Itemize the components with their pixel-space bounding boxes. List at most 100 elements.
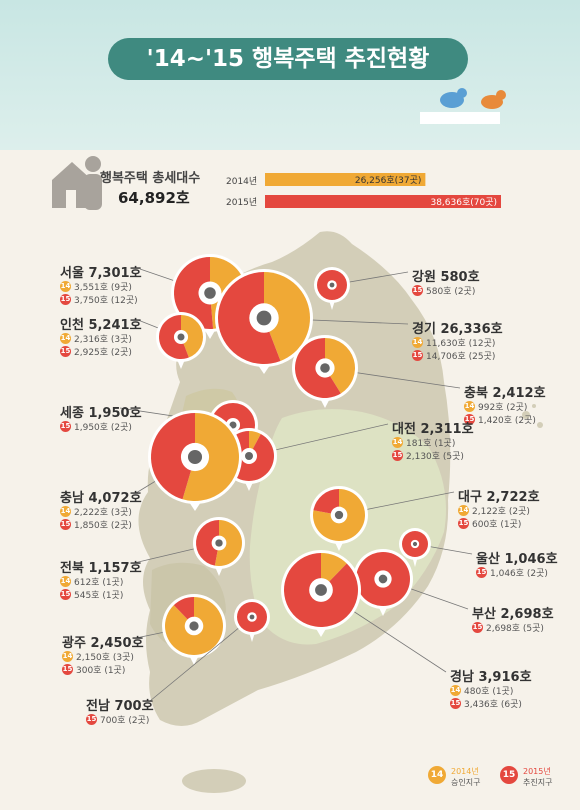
region-2014-value: 14 992호 (2곳)	[464, 400, 527, 413]
year-badge: 14	[412, 337, 423, 348]
pie-center-dot	[412, 541, 418, 547]
year-badge: 15	[60, 346, 71, 357]
region-2014-value: 14 181호 (1곳)	[392, 436, 455, 449]
year-badge: 15	[86, 714, 97, 725]
value-text: 1,046호 (2곳)	[490, 569, 548, 579]
pie-center-dot	[177, 333, 185, 341]
region-name: 울산 1,046호	[476, 552, 558, 567]
region-pie	[292, 335, 461, 408]
value-text: 181호 (1곳)	[406, 439, 456, 449]
year-badge: 15	[392, 450, 403, 461]
value-text: 3,436호 (6곳)	[464, 700, 522, 710]
value-text: 545호 (1곳)	[74, 591, 124, 601]
pie-slice-2015	[195, 520, 219, 566]
page-title: '14~'15 행복주택 추진현황	[108, 38, 468, 80]
value-text: 2,698호 (5곳)	[486, 624, 544, 634]
value-text: 2,130호 (5곳)	[406, 452, 464, 462]
year-badge: 15	[450, 698, 461, 709]
legend-2014-line1: 2014년	[451, 767, 479, 776]
pie-center-dot	[229, 421, 237, 429]
pie-center-dot	[378, 574, 388, 584]
pie-center-dot	[245, 452, 253, 460]
pie-slice-2014	[214, 520, 242, 566]
region-2015-value: 15 14,706호 (25곳)	[412, 349, 495, 362]
year-badge: 14	[60, 576, 71, 587]
value-text: 11,630호 (12곳)	[426, 339, 496, 349]
region-name: 서울 7,301호	[60, 266, 142, 281]
region-2014-value: 14 480호 (1곳)	[450, 684, 513, 697]
year-badge: 15	[472, 622, 483, 633]
pie-center-dot	[329, 282, 335, 288]
value-text: 600호 (1곳)	[472, 520, 522, 530]
value-text: 612호 (1곳)	[74, 578, 124, 588]
region-pie	[149, 599, 270, 702]
region-pie	[133, 517, 245, 576]
region-name: 전남 700호	[86, 699, 154, 714]
pie-center-dot	[315, 584, 327, 596]
legend-badge-2015: 15	[500, 766, 518, 784]
year-badge: 14	[464, 401, 475, 412]
pie-center-dot	[204, 287, 216, 299]
birds-icon	[440, 88, 506, 109]
region-2015-value: 15 1,046호 (2곳)	[476, 566, 548, 579]
year-badge: 14	[60, 281, 71, 292]
region-2015-value: 15 545호 (1곳)	[60, 588, 123, 601]
region-2015-value: 15 300호 (1곳)	[62, 663, 125, 676]
house-person-icon	[52, 156, 102, 210]
value-text: 1,420호 (2곳)	[478, 416, 536, 426]
region-2014-value: 14 2,150호 (3곳)	[62, 650, 134, 663]
region-name: 경기 26,336호	[412, 322, 503, 337]
year-badge: 14	[458, 505, 469, 516]
region-name: 충남 4,072호	[60, 491, 142, 506]
year-badge: 15	[476, 567, 487, 578]
pie-center-dot	[320, 363, 330, 373]
region-2014-value: 14 2,222호 (3곳)	[60, 505, 132, 518]
value-text: 300호 (1곳)	[76, 666, 126, 676]
year-bar-2014	[265, 173, 426, 186]
legend-2015-line2: 추진지구	[523, 778, 553, 787]
pie-center-dot	[256, 310, 272, 326]
year-badge: 14	[60, 333, 71, 344]
total-label: 행복주택 총세대수	[100, 171, 201, 186]
region-2014-value: 14 612호 (1곳)	[60, 575, 123, 588]
year-badge: 15	[60, 589, 71, 600]
region-2015-value: 15 2,925호 (2곳)	[60, 345, 132, 358]
region-pie	[221, 423, 389, 491]
region-2014-value: 14 2,122호 (2곳)	[458, 504, 530, 517]
pie-slice-2014	[325, 338, 356, 394]
year-bars: 26,256호(37곳) 38,636호(70곳)	[265, 173, 501, 208]
region-2014-value: 14 11,630호 (12곳)	[412, 336, 495, 349]
region-2015-value: 15 1,850호 (2곳)	[60, 518, 132, 531]
region-pie	[314, 267, 409, 310]
year-badge: 15	[412, 350, 423, 361]
pie-slice-2014	[182, 413, 239, 502]
pie-center-dot	[189, 621, 199, 631]
year-badge: 15	[62, 664, 73, 675]
value-text: 2,222호 (3곳)	[74, 508, 132, 518]
region-name: 대구 2,722호	[458, 490, 540, 505]
year-badge: 15	[412, 285, 423, 296]
pie-slice-2014	[181, 315, 204, 358]
region-2015-value: 15 600호 (1곳)	[458, 517, 521, 530]
region-2015-value: 15 2,130호 (5곳)	[392, 449, 464, 462]
year-badge: 14	[392, 437, 403, 448]
region-pie	[135, 594, 226, 665]
year-badge: 15	[60, 421, 71, 432]
value-text: 2,122호 (2곳)	[472, 507, 530, 517]
region-2015-value: 15 2,698호 (5곳)	[472, 621, 544, 634]
region-name: 전북 1,157호	[60, 561, 142, 576]
region-name: 세종 1,950호	[60, 406, 142, 421]
pie-slice-2015	[150, 413, 195, 500]
year-badge: 15	[60, 294, 71, 305]
region-name: 부산 2,698호	[472, 607, 554, 622]
legend-badge-2014: 14	[428, 766, 446, 784]
region-name: 경남 3,916호	[450, 670, 532, 685]
pie-center-dot	[334, 510, 344, 520]
pie-slice-2015	[159, 315, 189, 359]
pie-slice-2014	[264, 272, 311, 361]
legend-2014-line2: 승인지구	[451, 778, 481, 787]
region-pie	[310, 486, 455, 551]
region-2014-value: 14 3,551호 (9곳)	[60, 280, 132, 293]
